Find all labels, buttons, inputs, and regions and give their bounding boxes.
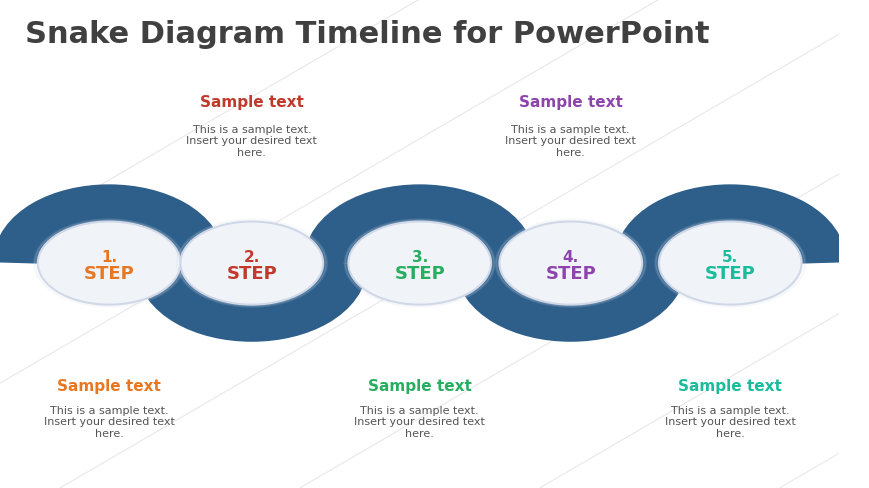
Text: STEP: STEP bbox=[545, 265, 595, 283]
Circle shape bbox=[495, 220, 645, 307]
Circle shape bbox=[348, 222, 490, 305]
Text: This is a sample text.
Insert your desired text
here.: This is a sample text. Insert your desir… bbox=[354, 405, 485, 438]
Text: This is a sample text.
Insert your desired text
here.: This is a sample text. Insert your desir… bbox=[664, 405, 795, 438]
Text: Sample text: Sample text bbox=[200, 95, 303, 110]
Text: STEP: STEP bbox=[83, 265, 135, 283]
Circle shape bbox=[658, 222, 800, 305]
Circle shape bbox=[344, 220, 494, 307]
Text: STEP: STEP bbox=[394, 265, 445, 283]
Text: 5.: 5. bbox=[721, 250, 738, 265]
Text: 1.: 1. bbox=[101, 250, 117, 265]
Text: Snake Diagram Timeline for PowerPoint: Snake Diagram Timeline for PowerPoint bbox=[25, 20, 709, 48]
Text: STEP: STEP bbox=[226, 265, 277, 283]
Text: 3.: 3. bbox=[411, 250, 428, 265]
Circle shape bbox=[180, 222, 322, 305]
Circle shape bbox=[176, 220, 327, 307]
Text: Sample text: Sample text bbox=[368, 378, 471, 393]
Circle shape bbox=[34, 220, 184, 307]
Text: Sample text: Sample text bbox=[57, 378, 161, 393]
Text: This is a sample text.
Insert your desired text
here.: This is a sample text. Insert your desir… bbox=[186, 124, 317, 158]
Circle shape bbox=[37, 222, 180, 305]
Text: STEP: STEP bbox=[704, 265, 755, 283]
Text: This is a sample text.
Insert your desired text
here.: This is a sample text. Insert your desir… bbox=[43, 405, 175, 438]
Text: This is a sample text.
Insert your desired text
here.: This is a sample text. Insert your desir… bbox=[505, 124, 635, 158]
Text: 2.: 2. bbox=[243, 250, 260, 265]
Text: Sample text: Sample text bbox=[678, 378, 781, 393]
Circle shape bbox=[499, 222, 641, 305]
Circle shape bbox=[654, 220, 805, 307]
Text: Sample text: Sample text bbox=[518, 95, 622, 110]
Text: 4.: 4. bbox=[562, 250, 578, 265]
